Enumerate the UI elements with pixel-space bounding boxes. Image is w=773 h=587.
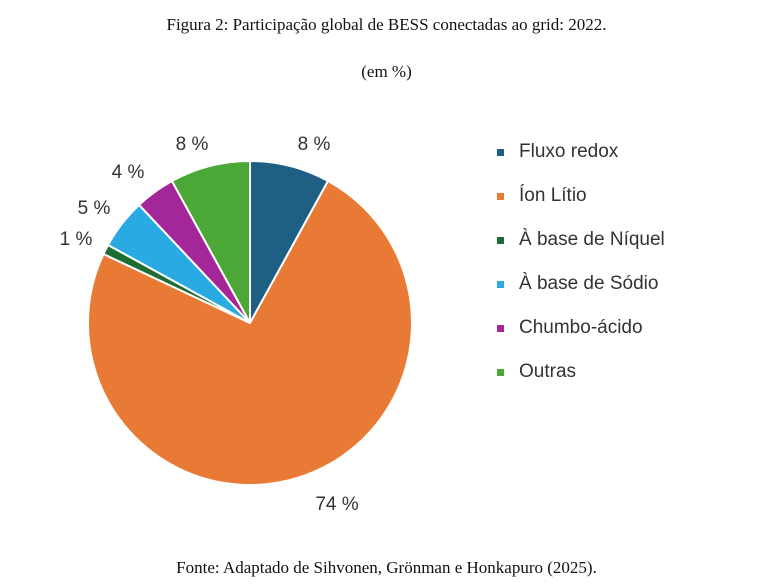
legend-item-5: Chumbo-ácido <box>497 306 665 350</box>
legend-item-3: À base de Níquel <box>497 218 665 262</box>
chart-legend: Fluxo redox Íon Lítio À base de Níquel À ba… <box>497 130 665 394</box>
legend-item-2: Íon Lítio <box>497 174 665 218</box>
pie-value-label-3: 1 % <box>60 229 93 250</box>
legend-swatch-3 <box>497 236 504 244</box>
figure-source: Fonte: Adaptado de Sihvonen, Grönman e H… <box>176 558 597 577</box>
legend-item-6: Outras <box>497 350 665 394</box>
legend-item-4: À base de Sódio <box>497 262 665 306</box>
legend-item-1: Fluxo redox <box>497 130 665 174</box>
legend-swatch-6 <box>497 368 504 376</box>
figure-subtitle: (em %) <box>361 62 412 81</box>
pie-value-label-5: 4 % <box>112 162 145 183</box>
pie-value-label-6: 8 % <box>176 134 209 155</box>
legend-label-3: À base de Níquel <box>519 229 665 250</box>
legend-swatch-5 <box>497 324 504 332</box>
pie-slice-6 <box>170 159 251 324</box>
legend-label-1: Fluxo redox <box>519 141 619 162</box>
chart-panel: 8 % 74 % 1 % 5 % 4 % 8 % Fluxo redox Íon Lítio… <box>27 102 749 530</box>
pie-value-label-2: 74 % <box>315 494 358 515</box>
legend-label-5: Chumbo-ácido <box>519 317 643 338</box>
pie-value-label-1: 8 % <box>298 134 331 155</box>
legend-swatch-2 <box>497 192 504 200</box>
legend-label-2: Íon Lítio <box>519 185 587 206</box>
legend-label-4: À base de Sódio <box>519 273 659 294</box>
pie-slice-2 <box>87 179 413 486</box>
figure-title: Figura 2: Participação global de BESS co… <box>166 15 607 34</box>
pie-chart: 8 % 74 % 1 % 5 %4 % 8 % <box>60 134 413 515</box>
legend-swatch-1 <box>497 148 504 156</box>
legend-label-6: Outras <box>519 361 577 382</box>
pie-value-label-4: 5 % <box>78 198 111 219</box>
legend-swatch-4 <box>497 280 504 288</box>
